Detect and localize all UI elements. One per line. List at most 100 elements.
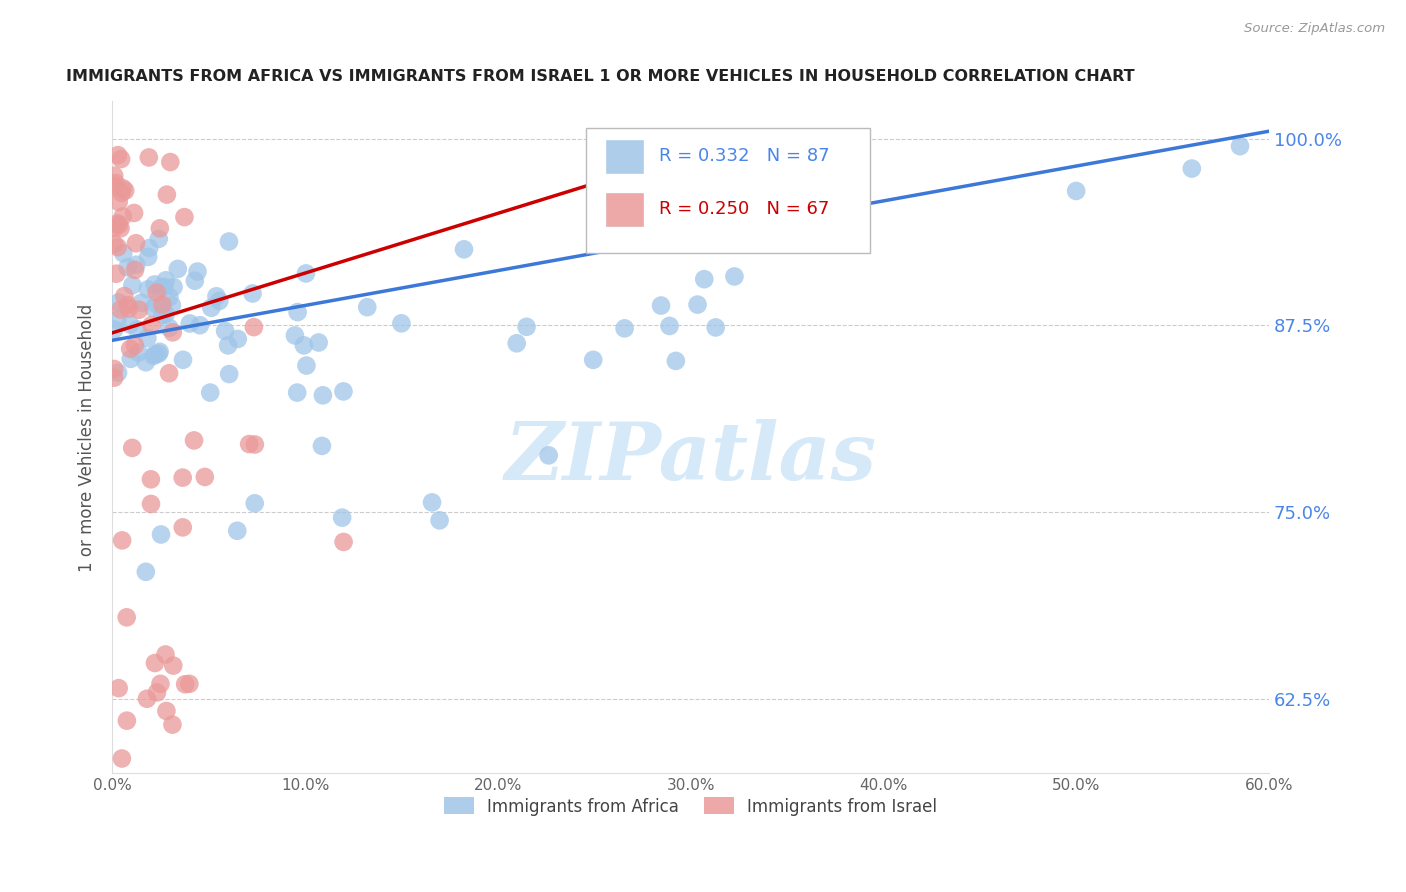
Point — [243, 496, 266, 510]
Point — [356, 300, 378, 314]
Point — [103, 322, 125, 336]
Point — [665, 354, 688, 368]
Point — [141, 318, 163, 332]
Y-axis label: 1 or more Vehicles in Household: 1 or more Vehicles in Household — [79, 303, 96, 572]
Point — [166, 261, 188, 276]
Point — [208, 293, 231, 308]
Point — [112, 289, 135, 303]
Point — [117, 298, 139, 312]
Point — [243, 320, 266, 334]
Point — [136, 250, 159, 264]
Point — [162, 717, 184, 731]
Point — [658, 318, 681, 333]
Point — [107, 240, 129, 254]
Point — [704, 320, 727, 334]
Point — [143, 656, 166, 670]
FancyBboxPatch shape — [586, 128, 870, 252]
Point — [172, 352, 194, 367]
Point — [332, 535, 354, 549]
Point — [149, 677, 172, 691]
Point — [173, 210, 195, 224]
Point — [125, 258, 148, 272]
Point — [205, 289, 228, 303]
Point — [135, 565, 157, 579]
Point — [200, 301, 222, 315]
Point — [226, 524, 249, 538]
Point — [174, 677, 197, 691]
Point — [179, 317, 201, 331]
Point — [157, 290, 180, 304]
Point — [103, 169, 125, 183]
Point — [143, 277, 166, 292]
Point — [162, 658, 184, 673]
Point — [218, 367, 240, 381]
Point — [284, 328, 307, 343]
Point — [149, 221, 172, 235]
Point — [150, 298, 173, 312]
Point — [148, 346, 170, 360]
Point — [138, 241, 160, 255]
Point — [124, 338, 146, 352]
Point — [150, 308, 173, 322]
Point — [391, 317, 413, 331]
Point — [142, 349, 165, 363]
Point — [121, 278, 143, 293]
Point — [179, 677, 201, 691]
Point — [107, 217, 129, 231]
Text: IMMIGRANTS FROM AFRICA VS IMMIGRANTS FROM ISRAEL 1 OR MORE VEHICLES IN HOUSEHOLD: IMMIGRANTS FROM AFRICA VS IMMIGRANTS FRO… — [66, 69, 1135, 84]
Point — [226, 332, 249, 346]
Point — [330, 510, 353, 524]
Point — [103, 237, 125, 252]
Point — [453, 243, 475, 257]
Point — [136, 691, 159, 706]
Point — [183, 434, 205, 448]
Point — [103, 221, 125, 235]
FancyBboxPatch shape — [606, 193, 643, 226]
Point — [120, 342, 142, 356]
Point — [150, 527, 173, 541]
Point — [107, 366, 129, 380]
Point — [162, 280, 184, 294]
Point — [693, 272, 716, 286]
Point — [686, 297, 709, 311]
Point — [136, 282, 159, 296]
Point — [650, 299, 672, 313]
Point — [108, 218, 131, 232]
Point — [111, 210, 134, 224]
Point — [135, 355, 157, 369]
Point — [125, 236, 148, 251]
Point — [112, 246, 135, 260]
Point — [124, 263, 146, 277]
Point — [429, 513, 451, 527]
Point — [118, 318, 141, 332]
Point — [128, 302, 150, 317]
Point — [214, 324, 236, 338]
Point — [420, 495, 443, 509]
Point — [242, 286, 264, 301]
Point — [582, 352, 605, 367]
Point — [145, 285, 167, 300]
Point — [1064, 184, 1087, 198]
Point — [172, 470, 194, 484]
Text: ZIPatlas: ZIPatlas — [505, 419, 877, 496]
Point — [157, 366, 180, 380]
Point — [295, 267, 318, 281]
Point — [139, 497, 162, 511]
Point — [148, 232, 170, 246]
Point — [107, 295, 129, 310]
Point — [131, 296, 153, 310]
Point — [723, 269, 745, 284]
Point — [505, 336, 527, 351]
Point — [107, 313, 129, 327]
Point — [107, 681, 129, 695]
Point — [238, 437, 260, 451]
Point — [332, 384, 354, 399]
Point — [120, 351, 142, 366]
Point — [103, 362, 125, 376]
Point — [155, 307, 177, 321]
FancyBboxPatch shape — [606, 140, 643, 173]
Point — [136, 331, 159, 345]
Point — [142, 301, 165, 315]
Point — [155, 648, 177, 662]
Point — [194, 470, 217, 484]
